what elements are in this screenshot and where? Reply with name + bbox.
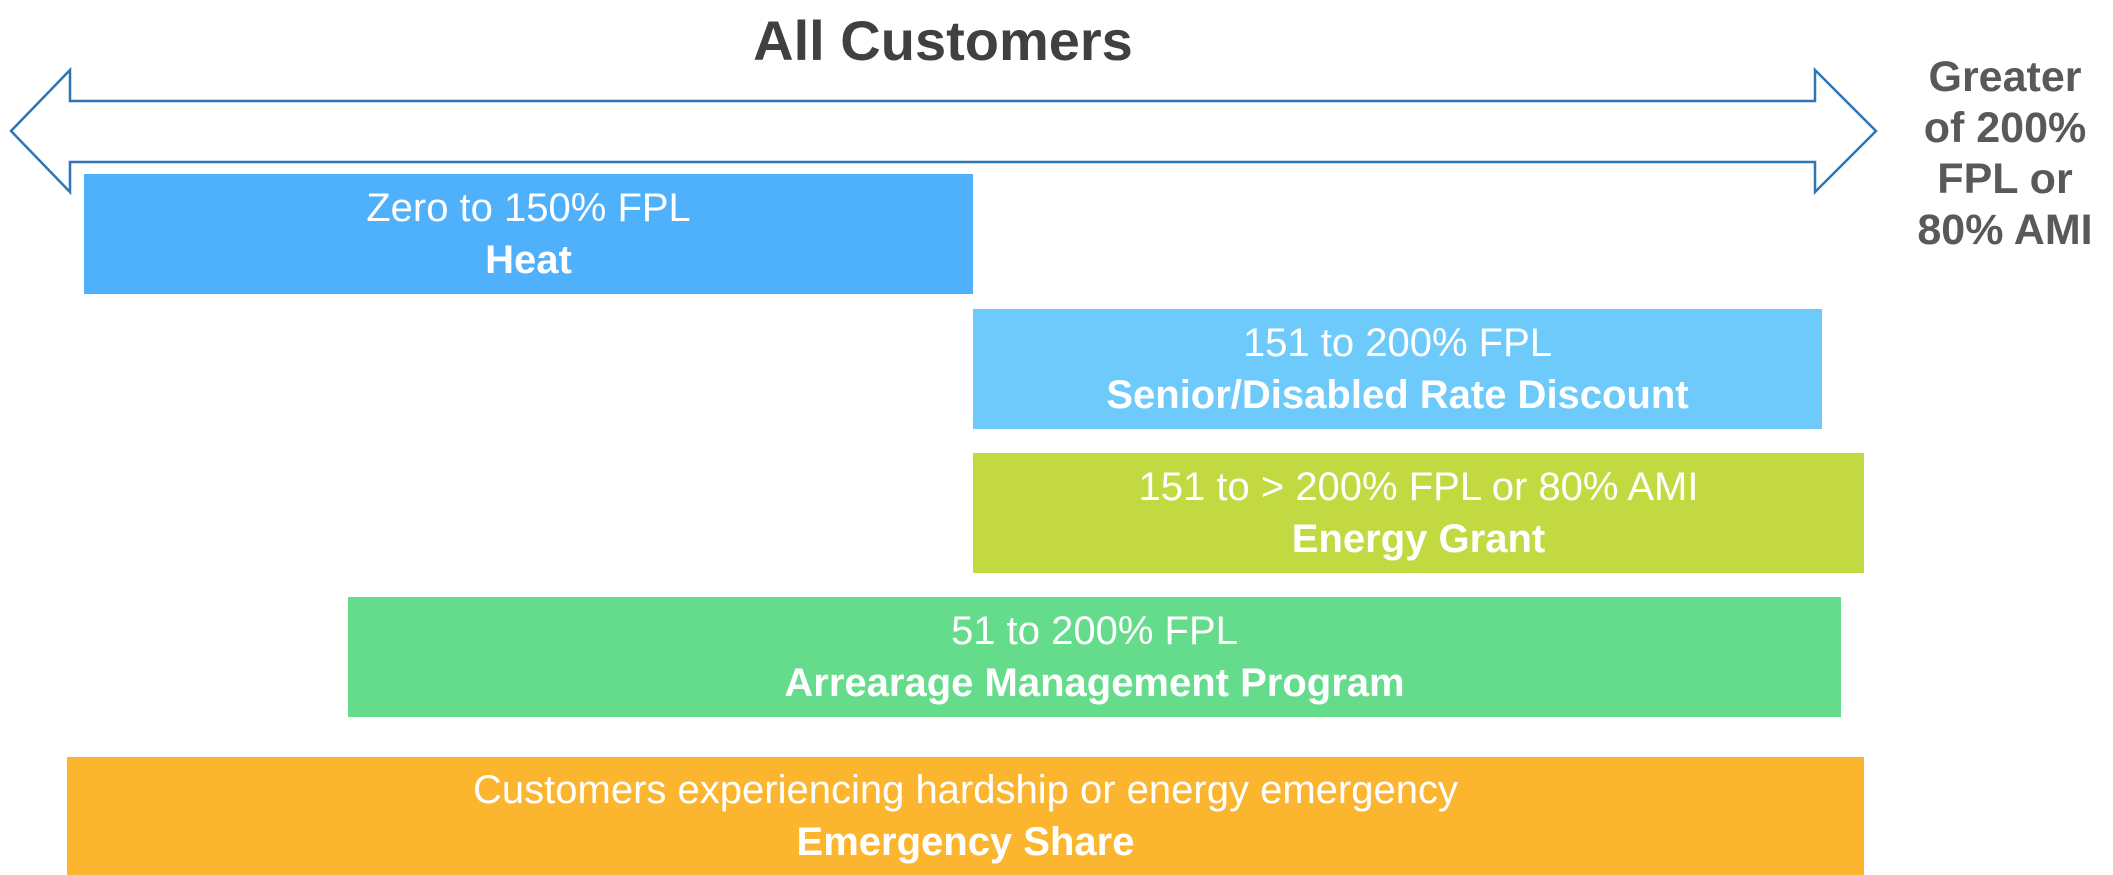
program-name: Emergency Share xyxy=(796,820,1135,864)
program-bar: 51 to 200% FPL Arrearage Management Prog… xyxy=(348,597,1841,717)
program-range: 151 to 200% FPL xyxy=(1242,321,1553,365)
program-name: Arrearage Management Program xyxy=(784,661,1405,705)
double-arrow xyxy=(9,66,1878,196)
title: All Customers xyxy=(753,9,1133,72)
limit-label: Greater of 200% FPL or 80% AMI xyxy=(1900,52,2110,256)
program-bar: 151 to > 200% FPL or 80% AMI Energy Gran… xyxy=(973,453,1864,573)
limit-line: FPL or xyxy=(1937,155,2073,203)
program-bar: Customers experiencing hardship or energ… xyxy=(67,757,1864,875)
program-name: Energy Grant xyxy=(1291,517,1546,561)
limit-line: Greater xyxy=(1928,53,2082,101)
limit-line: 80% AMI xyxy=(1917,206,2093,254)
program-range: 51 to 200% FPL xyxy=(951,609,1238,653)
program-name: Senior/Disabled Rate Discount xyxy=(1106,373,1689,417)
program-range: 151 to > 200% FPL or 80% AMI xyxy=(1138,465,1699,509)
program-range: Zero to 150% FPL xyxy=(366,186,691,230)
program-name: Heat xyxy=(485,238,572,282)
program-bar: Zero to 150% FPL Heat xyxy=(84,174,973,294)
program-range: Customers experiencing hardship or energ… xyxy=(473,768,1458,812)
limit-line: of 200% xyxy=(1923,104,2087,152)
program-bar: 151 to 200% FPL Senior/Disabled Rate Dis… xyxy=(973,309,1822,429)
